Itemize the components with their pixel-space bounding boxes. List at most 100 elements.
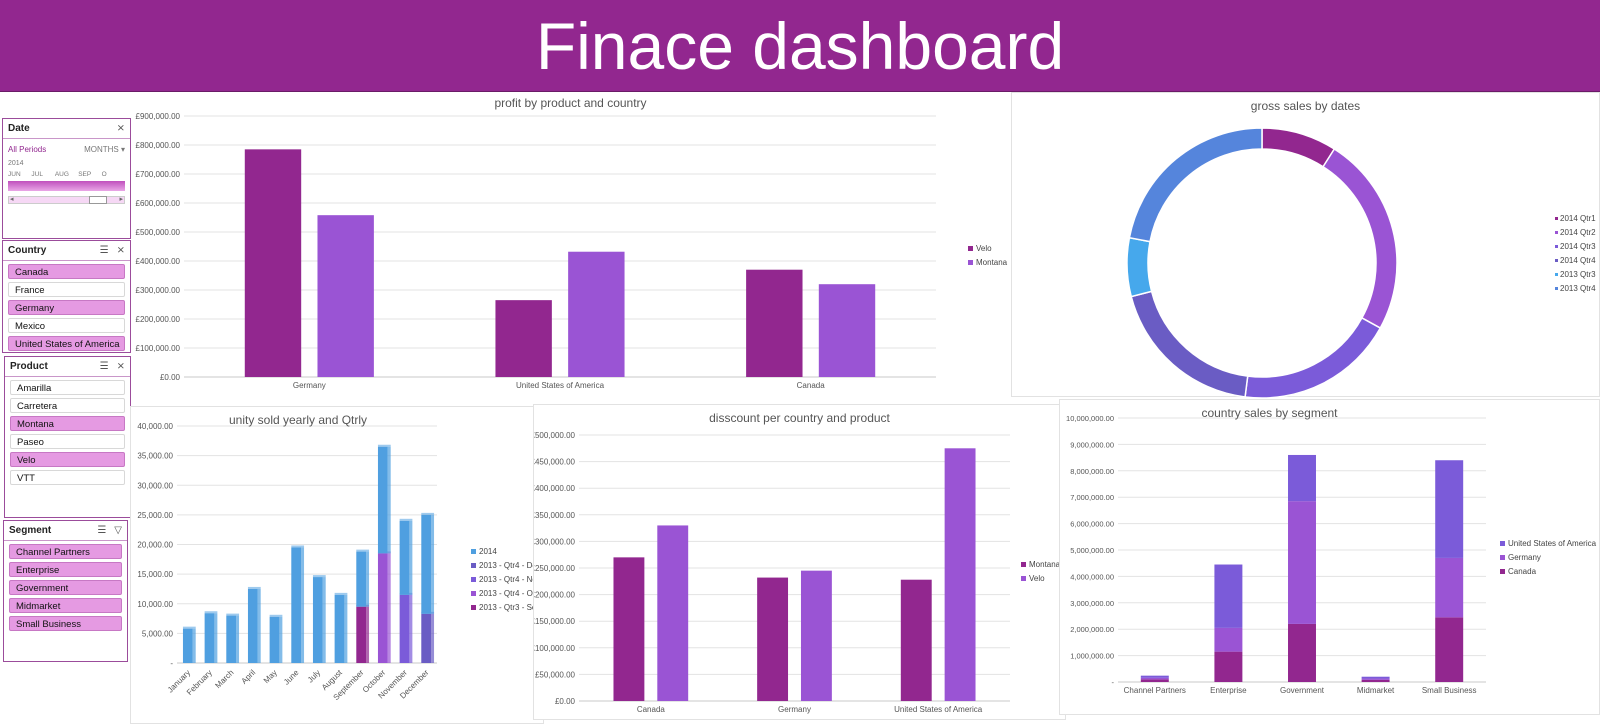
segment-slicer-title: Segment <box>9 525 52 536</box>
bar-segment <box>182 628 193 663</box>
bar-segment <box>421 514 432 614</box>
multi-select-icon[interactable]: ☰ <box>99 361 109 372</box>
clear-filter-icon[interactable]: ⨯ <box>116 245 125 256</box>
product-slicer[interactable]: Product ☰ ⨯ Amarilla Carretera Montana Pase… <box>4 356 131 518</box>
bar <box>900 579 932 701</box>
legend-label: 2014 Qtr4 <box>1560 256 1596 265</box>
legend-swatch <box>471 549 476 554</box>
bar <box>800 570 832 701</box>
timeline-month-label[interactable]: O <box>101 171 107 178</box>
slicer-item[interactable]: VTT <box>10 470 125 485</box>
date-timeline-slicer[interactable]: Date ⨯ All Periods MONTHS ▾ 2014 JUN JUL A… <box>2 118 131 239</box>
timeline-month-label[interactable]: JUN <box>8 171 21 178</box>
x-tick-label: Channel Partners <box>1124 686 1186 695</box>
slicer-item[interactable]: Midmarket <box>9 598 122 613</box>
slicer-item[interactable]: Velo <box>10 452 125 467</box>
bar-segment <box>1435 557 1464 618</box>
y-tick-label: 20,000.00 <box>137 541 173 550</box>
bar-top <box>226 613 240 616</box>
slicer-item[interactable]: Carretera <box>10 398 125 413</box>
timeline-month-label[interactable]: SEP <box>78 171 92 178</box>
bar-segment <box>1361 679 1390 682</box>
x-tick-label: Small Business <box>1422 686 1477 695</box>
bar <box>317 215 374 377</box>
legend-swatch <box>1555 245 1558 248</box>
y-tick-label: £500,000.00 <box>534 431 576 440</box>
bar-top <box>291 545 305 548</box>
bar-segment <box>334 594 345 663</box>
x-tick-label: March <box>213 668 235 690</box>
timeline-selection-bar[interactable] <box>8 181 125 191</box>
bar-segment <box>377 553 388 663</box>
timeline-months: JUN JUL AUG SEP O <box>3 171 130 178</box>
country-slicer-header: Country ☰ ⨯ <box>3 241 130 261</box>
legend-label: 2014 Qtr1 <box>1560 214 1596 223</box>
filter-icon[interactable]: ▽ <box>114 525 122 536</box>
bar-segment <box>399 594 410 663</box>
slicer-item[interactable]: Enterprise <box>9 562 122 577</box>
bar-segment <box>269 616 280 663</box>
y-tick-label: £500,000.00 <box>136 228 181 237</box>
bar-segment <box>356 606 367 663</box>
bar-side <box>387 553 391 663</box>
legend-swatch <box>1555 217 1558 220</box>
bar-segment <box>312 577 323 663</box>
y-tick-label: 3,000,000.00 <box>1070 599 1114 608</box>
slicer-item[interactable]: Small Business <box>9 616 122 631</box>
segment-slicer[interactable]: Segment ☰ ▽ Channel Partners Enterprise Go… <box>3 520 128 662</box>
bar <box>568 251 625 377</box>
bar <box>657 525 689 701</box>
y-tick-label: £800,000.00 <box>136 141 181 150</box>
bar-top <box>204 611 218 614</box>
slicer-item[interactable]: Germany <box>8 300 125 315</box>
timeline-month-label[interactable]: AUG <box>54 171 69 178</box>
date-slicer-title: Date <box>8 123 30 134</box>
time-level-dropdown[interactable]: MONTHS <box>84 145 119 154</box>
timeline-scrollbar[interactable]: ◂ ▸ <box>8 196 125 204</box>
x-tick-label: Germany <box>778 705 811 714</box>
timeline-month-label[interactable]: JUL <box>31 171 43 178</box>
chevron-down-icon[interactable]: ▾ <box>120 145 125 154</box>
slicer-item[interactable]: Channel Partners <box>9 544 122 559</box>
bar-side <box>344 594 348 663</box>
legend-label: Montana <box>976 258 1008 267</box>
slicer-item[interactable]: Canada <box>8 264 125 279</box>
y-tick-label: £400,000.00 <box>534 484 576 493</box>
bar <box>746 269 803 377</box>
slicer-item[interactable]: France <box>8 282 125 297</box>
legend-swatch <box>471 577 476 582</box>
y-tick-label: £200,000.00 <box>534 591 576 600</box>
x-tick-label: Canada <box>797 381 826 390</box>
y-tick-label: 35,000.00 <box>137 452 173 461</box>
multi-select-icon[interactable]: ☰ <box>99 245 109 256</box>
scroll-thumb[interactable] <box>89 196 107 204</box>
slicer-item[interactable]: Paseo <box>10 434 125 449</box>
y-tick-label: 15,000.00 <box>137 570 173 579</box>
scroll-left-icon[interactable]: ◂ <box>10 196 14 203</box>
slicer-item[interactable]: Montana <box>10 416 125 431</box>
segment-chart: - 1,000,000.00 2,000,000.00 3,000,000.00 4,0… <box>1066 414 1597 695</box>
bar-segment <box>1361 678 1390 680</box>
header-banner: Finace dashboard <box>0 0 1600 92</box>
bar-top <box>377 444 391 447</box>
units-chart-panel: unity sold yearly and Qtrly - 5,000.00 10,… <box>130 406 544 724</box>
slicer-item[interactable]: Amarilla <box>10 380 125 395</box>
scroll-right-icon[interactable]: ▸ <box>119 196 123 203</box>
multi-select-icon[interactable]: ☰ <box>97 525 107 536</box>
slicer-item[interactable]: United States of America <box>8 336 125 351</box>
legend-swatch <box>1500 569 1505 574</box>
bar-segment <box>1435 617 1464 682</box>
bar-segment <box>1214 564 1243 628</box>
legend-label: Velo <box>976 244 992 253</box>
slicer-item[interactable]: Mexico <box>8 318 125 333</box>
x-tick-label: June <box>282 668 301 687</box>
bar-segment <box>421 613 432 663</box>
country-slicer[interactable]: Country ☰ ⨯ Canada France Germany Mexico Uni… <box>2 240 131 353</box>
y-tick-label: - <box>170 659 173 668</box>
clear-filter-icon[interactable]: ⨯ <box>116 123 125 134</box>
legend-label: 2013 - Qtr4 - Dec <box>479 561 541 570</box>
clear-filter-icon[interactable]: ⨯ <box>116 361 125 372</box>
y-tick-label: £250,000.00 <box>534 564 576 573</box>
bar-segment <box>1140 677 1169 680</box>
slicer-item[interactable]: Government <box>9 580 122 595</box>
